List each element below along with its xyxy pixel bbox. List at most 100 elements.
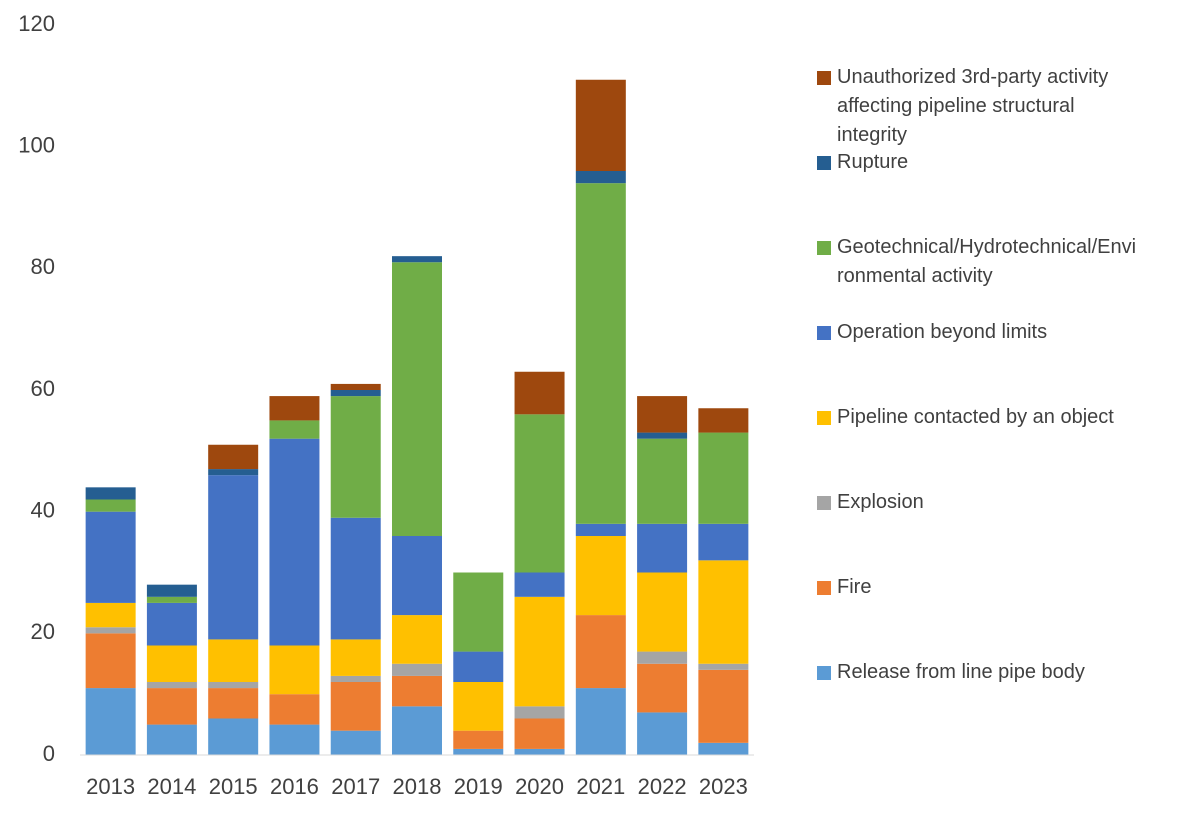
bar-segment: [637, 651, 688, 664]
bar-segment: [330, 383, 381, 390]
legend-label: Rupture: [837, 151, 909, 173]
x-tick-label: 2022: [638, 774, 687, 799]
bar-segment: [453, 748, 504, 755]
legend-label: Unauthorized 3rd-party activity affectin…: [837, 66, 1109, 146]
legend-label: Operation beyond limits: [837, 321, 1048, 343]
bar-segment: [269, 694, 320, 725]
bar-segment: [208, 682, 259, 689]
bar-segment: [575, 688, 626, 755]
y-tick-label: 100: [18, 132, 55, 157]
legend-item: Explosion: [817, 490, 1157, 517]
legend-swatch: [817, 581, 831, 595]
bar-segment: [146, 682, 197, 689]
bar-segment: [85, 511, 136, 603]
bar-segment: [637, 572, 688, 652]
bar-segment: [575, 79, 626, 171]
bar-segment: [392, 262, 442, 536]
bar-segment: [637, 663, 688, 713]
x-tick-label: 2017: [331, 774, 380, 799]
legend-swatch: [817, 326, 831, 340]
x-tick-label: 2013: [86, 774, 135, 799]
legend-item: Release from line pipe body: [817, 660, 1157, 687]
bar-segment: [208, 639, 259, 682]
bar-segment: [330, 730, 381, 755]
bar-segment: [392, 615, 442, 664]
legend-swatch: [817, 411, 831, 425]
bar-segment: [330, 639, 381, 676]
bar-segment: [269, 396, 320, 421]
bar-segment: [146, 602, 197, 646]
x-tick-label: 2020: [515, 774, 564, 799]
bar-segment: [85, 633, 136, 689]
x-tick-label: 2016: [270, 774, 319, 799]
y-tick-label: 60: [31, 376, 55, 401]
legend-swatch: [817, 156, 831, 170]
bar-segment: [208, 469, 259, 476]
bar-segment: [269, 645, 320, 695]
y-tick-label: 40: [31, 497, 55, 522]
bar-segment: [208, 718, 259, 755]
bar-segment: [269, 420, 320, 439]
bar-segment: [330, 675, 381, 682]
x-tick-label: 2018: [393, 774, 442, 799]
bar-segment: [146, 688, 197, 725]
legend-swatch: [817, 496, 831, 510]
legend-item: Unauthorized 3rd-party activity affectin…: [817, 65, 1157, 150]
bar-segment: [575, 615, 626, 689]
bar-segment: [453, 730, 504, 749]
bar-segment: [698, 432, 749, 524]
x-tick-label: 2021: [576, 774, 625, 799]
x-tick-label: 2014: [147, 774, 196, 799]
bar-segment: [637, 712, 688, 755]
bar-segment: [514, 572, 565, 597]
bar-segment: [698, 408, 749, 433]
bar-segment: [453, 682, 504, 731]
bar-segment: [330, 682, 381, 731]
bar-segment: [392, 536, 442, 616]
legend-swatch: [817, 71, 831, 85]
bar-segment: [146, 645, 197, 682]
y-tick-label: 20: [31, 619, 55, 644]
bar-segment: [453, 572, 504, 652]
y-tick-label: 0: [43, 741, 55, 766]
bar-segment: [514, 706, 565, 719]
bar-segment: [330, 396, 381, 518]
bar-segment: [514, 718, 565, 749]
bar-segment: [146, 584, 197, 597]
bar-segment: [575, 536, 626, 616]
bar-segment: [85, 499, 136, 512]
bar-segment: [208, 688, 259, 719]
bar-segment: [85, 487, 136, 500]
bar-segment: [392, 663, 442, 676]
bar-segment: [146, 724, 197, 755]
bar-segment: [514, 596, 565, 707]
legend-swatch: [817, 241, 831, 255]
bar-segment: [208, 475, 259, 640]
legend-item: Geotechnical/Hydrotechnical/Environmenta…: [817, 235, 1157, 291]
legend-item: Rupture: [817, 150, 1157, 177]
bar-segment: [85, 627, 136, 634]
bar-segment: [514, 748, 565, 755]
y-tick-label: 120: [18, 11, 55, 36]
legend-label: Geotechnical/Hydrotechnical/Environmenta…: [837, 236, 1137, 287]
bar-segment: [269, 438, 320, 646]
bar-segment: [637, 438, 688, 524]
y-tick-label: 80: [31, 254, 55, 279]
bar-segment: [514, 371, 565, 415]
legend-label: Pipeline contacted by an object: [837, 406, 1114, 428]
bar-segment: [330, 390, 381, 397]
bar-segment: [392, 706, 442, 755]
bar-segment: [698, 560, 749, 664]
bar-segment: [514, 414, 565, 573]
legend-swatch: [817, 666, 831, 680]
chart: 0 20 40 60 80 100 120 2013 2014 2015 2016 2017 2018 2…: [18, 11, 754, 799]
bar-segment: [208, 444, 259, 470]
bar-segment: [392, 256, 442, 263]
bar-segment: [637, 396, 688, 433]
bar-segment: [330, 517, 381, 640]
bar-segment: [85, 688, 136, 755]
legend-item: Operation beyond limits: [817, 320, 1157, 347]
bar-segment: [146, 596, 197, 603]
bar-segment: [637, 523, 688, 573]
